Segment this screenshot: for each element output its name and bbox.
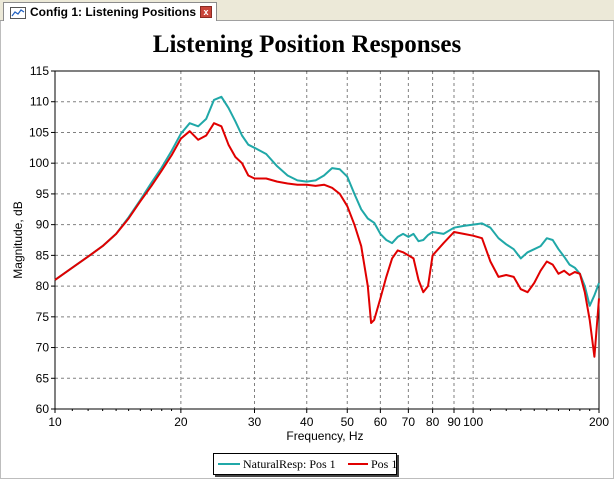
x-tick-label: 90 xyxy=(447,415,461,429)
x-tick-label: 30 xyxy=(248,415,262,429)
y-tick-label: 60 xyxy=(36,402,50,416)
y-tick-label: 65 xyxy=(36,371,50,385)
y-tick-label: 70 xyxy=(36,341,50,355)
legend: NaturalResp: Pos 1 Pos 1 xyxy=(213,453,397,475)
y-tick-label: 75 xyxy=(36,310,50,324)
tab-config-1[interactable]: Config 1: Listening Positions x xyxy=(3,2,217,21)
x-tick-label: 70 xyxy=(402,415,416,429)
series-line-1 xyxy=(54,95,600,307)
tab-label: Config 1: Listening Positions xyxy=(30,5,196,19)
x-tick-label: 50 xyxy=(341,415,355,429)
x-tick-label: 200 xyxy=(589,415,609,429)
axis-ticks: 60 65 70 75 80 85 90 95 100 105 110 115 10 20 30 40 50 60… xyxy=(29,64,609,429)
y-tick-label: 85 xyxy=(36,248,50,262)
series-line-2 xyxy=(54,122,600,358)
x-tick-label: 10 xyxy=(48,415,62,429)
legend-line-series-2 xyxy=(348,463,368,465)
x-tick-label: 20 xyxy=(174,415,188,429)
plot-area-border xyxy=(54,70,600,410)
close-icon[interactable]: x xyxy=(200,6,212,18)
x-tick-label: 80 xyxy=(426,415,440,429)
legend-label-series-2: Pos 1 xyxy=(371,457,398,471)
legend-label-series-1: NaturalResp: Pos 1 xyxy=(243,457,336,471)
y-tick-label: 80 xyxy=(36,279,50,293)
grid-lines xyxy=(55,71,599,409)
y-tick-label: 95 xyxy=(36,187,50,201)
y-tick-label: 100 xyxy=(29,156,49,170)
chart-title: Listening Position Responses xyxy=(152,31,462,58)
legend-line-series-1 xyxy=(218,463,240,465)
x-tick-label: 100 xyxy=(463,415,483,429)
x-tick-label: 60 xyxy=(374,415,388,429)
y-tick-label: 110 xyxy=(30,95,49,109)
series-lines xyxy=(54,95,600,358)
x-axis-label: Frequency, Hz xyxy=(286,429,363,443)
y-tick-label: 90 xyxy=(36,218,50,232)
y-axis-label: Magnitude, dB xyxy=(11,201,25,278)
tab-bar: Config 1: Listening Positions x xyxy=(0,0,614,21)
y-tick-label: 105 xyxy=(29,125,49,139)
chart-config-icon xyxy=(10,7,26,19)
x-tick-label: 40 xyxy=(300,415,314,429)
y-tick-label: 115 xyxy=(30,64,49,78)
